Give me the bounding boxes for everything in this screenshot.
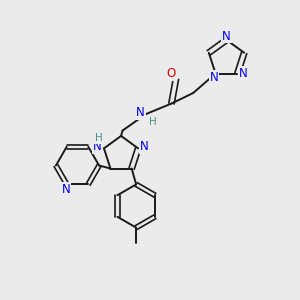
Text: N: N [93, 140, 102, 153]
Text: N: N [140, 140, 148, 153]
Text: N: N [210, 70, 218, 84]
Text: N: N [238, 67, 247, 80]
Text: H: H [95, 133, 102, 143]
Text: O: O [166, 67, 175, 80]
Text: N: N [136, 106, 145, 119]
Text: H: H [149, 117, 156, 128]
Text: N: N [222, 29, 231, 43]
Text: N: N [62, 183, 70, 196]
